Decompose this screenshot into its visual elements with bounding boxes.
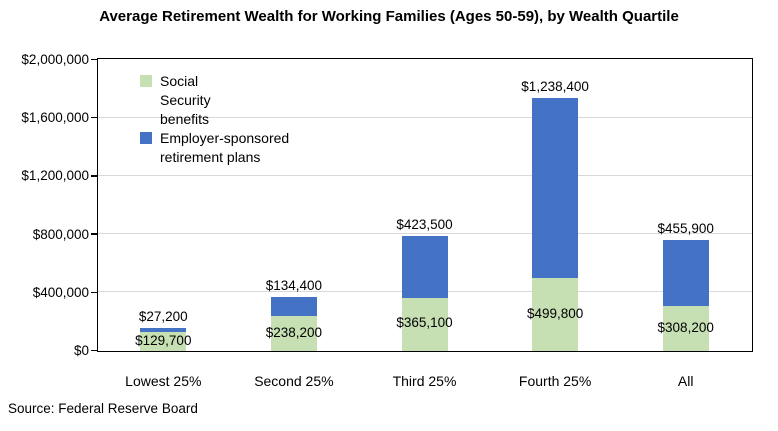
x-axis: Lowest 25% Second 25% Third 25% Fourth 25% A… [98, 370, 751, 390]
bar-segment-employer-plans [662, 239, 709, 307]
y-axis-tick-mark [91, 58, 97, 61]
chart-title: Average Retirement Wealth for Working Fa… [99, 8, 679, 25]
bar-segment-social-security [401, 297, 448, 351]
y-axis-tick-label: $0 [73, 343, 89, 358]
plot-area: $129,700 $27,200 $238,200 $134,400 $365,100 $… [97, 58, 753, 352]
legend-label-employer-plans: Employer-sponsored retirement plans [160, 130, 290, 165]
y-axis-tick-mark [91, 175, 97, 177]
bar-segment-social-security [662, 306, 709, 351]
y-axis-tick-label: $2,000,000 [21, 52, 89, 67]
data-label-social-security: $129,700 [135, 332, 192, 348]
y-axis-tick-label: $400,000 [32, 284, 89, 300]
x-axis-label: All [677, 373, 694, 389]
legend-label-social-security: Social Security benefits [160, 73, 211, 127]
y-axis-tick-mark [91, 233, 97, 235]
gridline [98, 116, 752, 118]
data-label-social-security: $238,200 [265, 324, 323, 340]
gridline [98, 174, 752, 176]
y-axis-tick-mark [91, 116, 97, 119]
legend-item-employer-plans: Employer-sponsored retirement plans [140, 129, 320, 167]
y-axis-tick-label: $1,200,000 [21, 168, 89, 184]
data-label-social-security: $499,800 [526, 305, 584, 321]
bar-segment-social-security [140, 332, 187, 351]
data-label-employer-plans: $455,900 [657, 220, 714, 236]
data-label-social-security: $308,200 [657, 319, 714, 335]
x-axis-label: Lowest 25% [125, 373, 202, 389]
bar-segment-employer-plans [401, 236, 448, 298]
x-axis-label: Third 25% [392, 373, 457, 389]
bar-segment-social-security [270, 316, 317, 351]
y-axis-tick-mark [91, 291, 97, 294]
y-axis-tick-label: $800,000 [32, 226, 89, 242]
y-axis-tick-mark [91, 349, 97, 352]
bar-segment-employer-plans [270, 296, 317, 317]
data-label-employer-plans: $1,238,400 [521, 79, 589, 95]
bar-segment-employer-plans [140, 328, 187, 333]
source-note: Source: Federal Reserve Board [8, 401, 198, 416]
gridline [98, 233, 752, 235]
bar-segment-social-security [532, 278, 579, 351]
legend-swatch-employer-plans-icon [140, 132, 152, 144]
data-label-employer-plans: $423,500 [396, 217, 453, 233]
data-label-social-security: $365,100 [396, 315, 453, 331]
data-label-employer-plans: $134,400 [265, 277, 323, 293]
bar-segment-employer-plans [532, 98, 579, 279]
y-axis-tick-label: $1,600,000 [21, 110, 89, 126]
data-label-employer-plans: $27,200 [138, 309, 188, 325]
x-axis-label: Fourth 25% [518, 373, 592, 389]
legend-swatch-social-security-icon [140, 75, 152, 87]
legend-item-social-security: Social Security benefits [140, 72, 211, 129]
x-axis-label: Second 25% [254, 373, 334, 389]
